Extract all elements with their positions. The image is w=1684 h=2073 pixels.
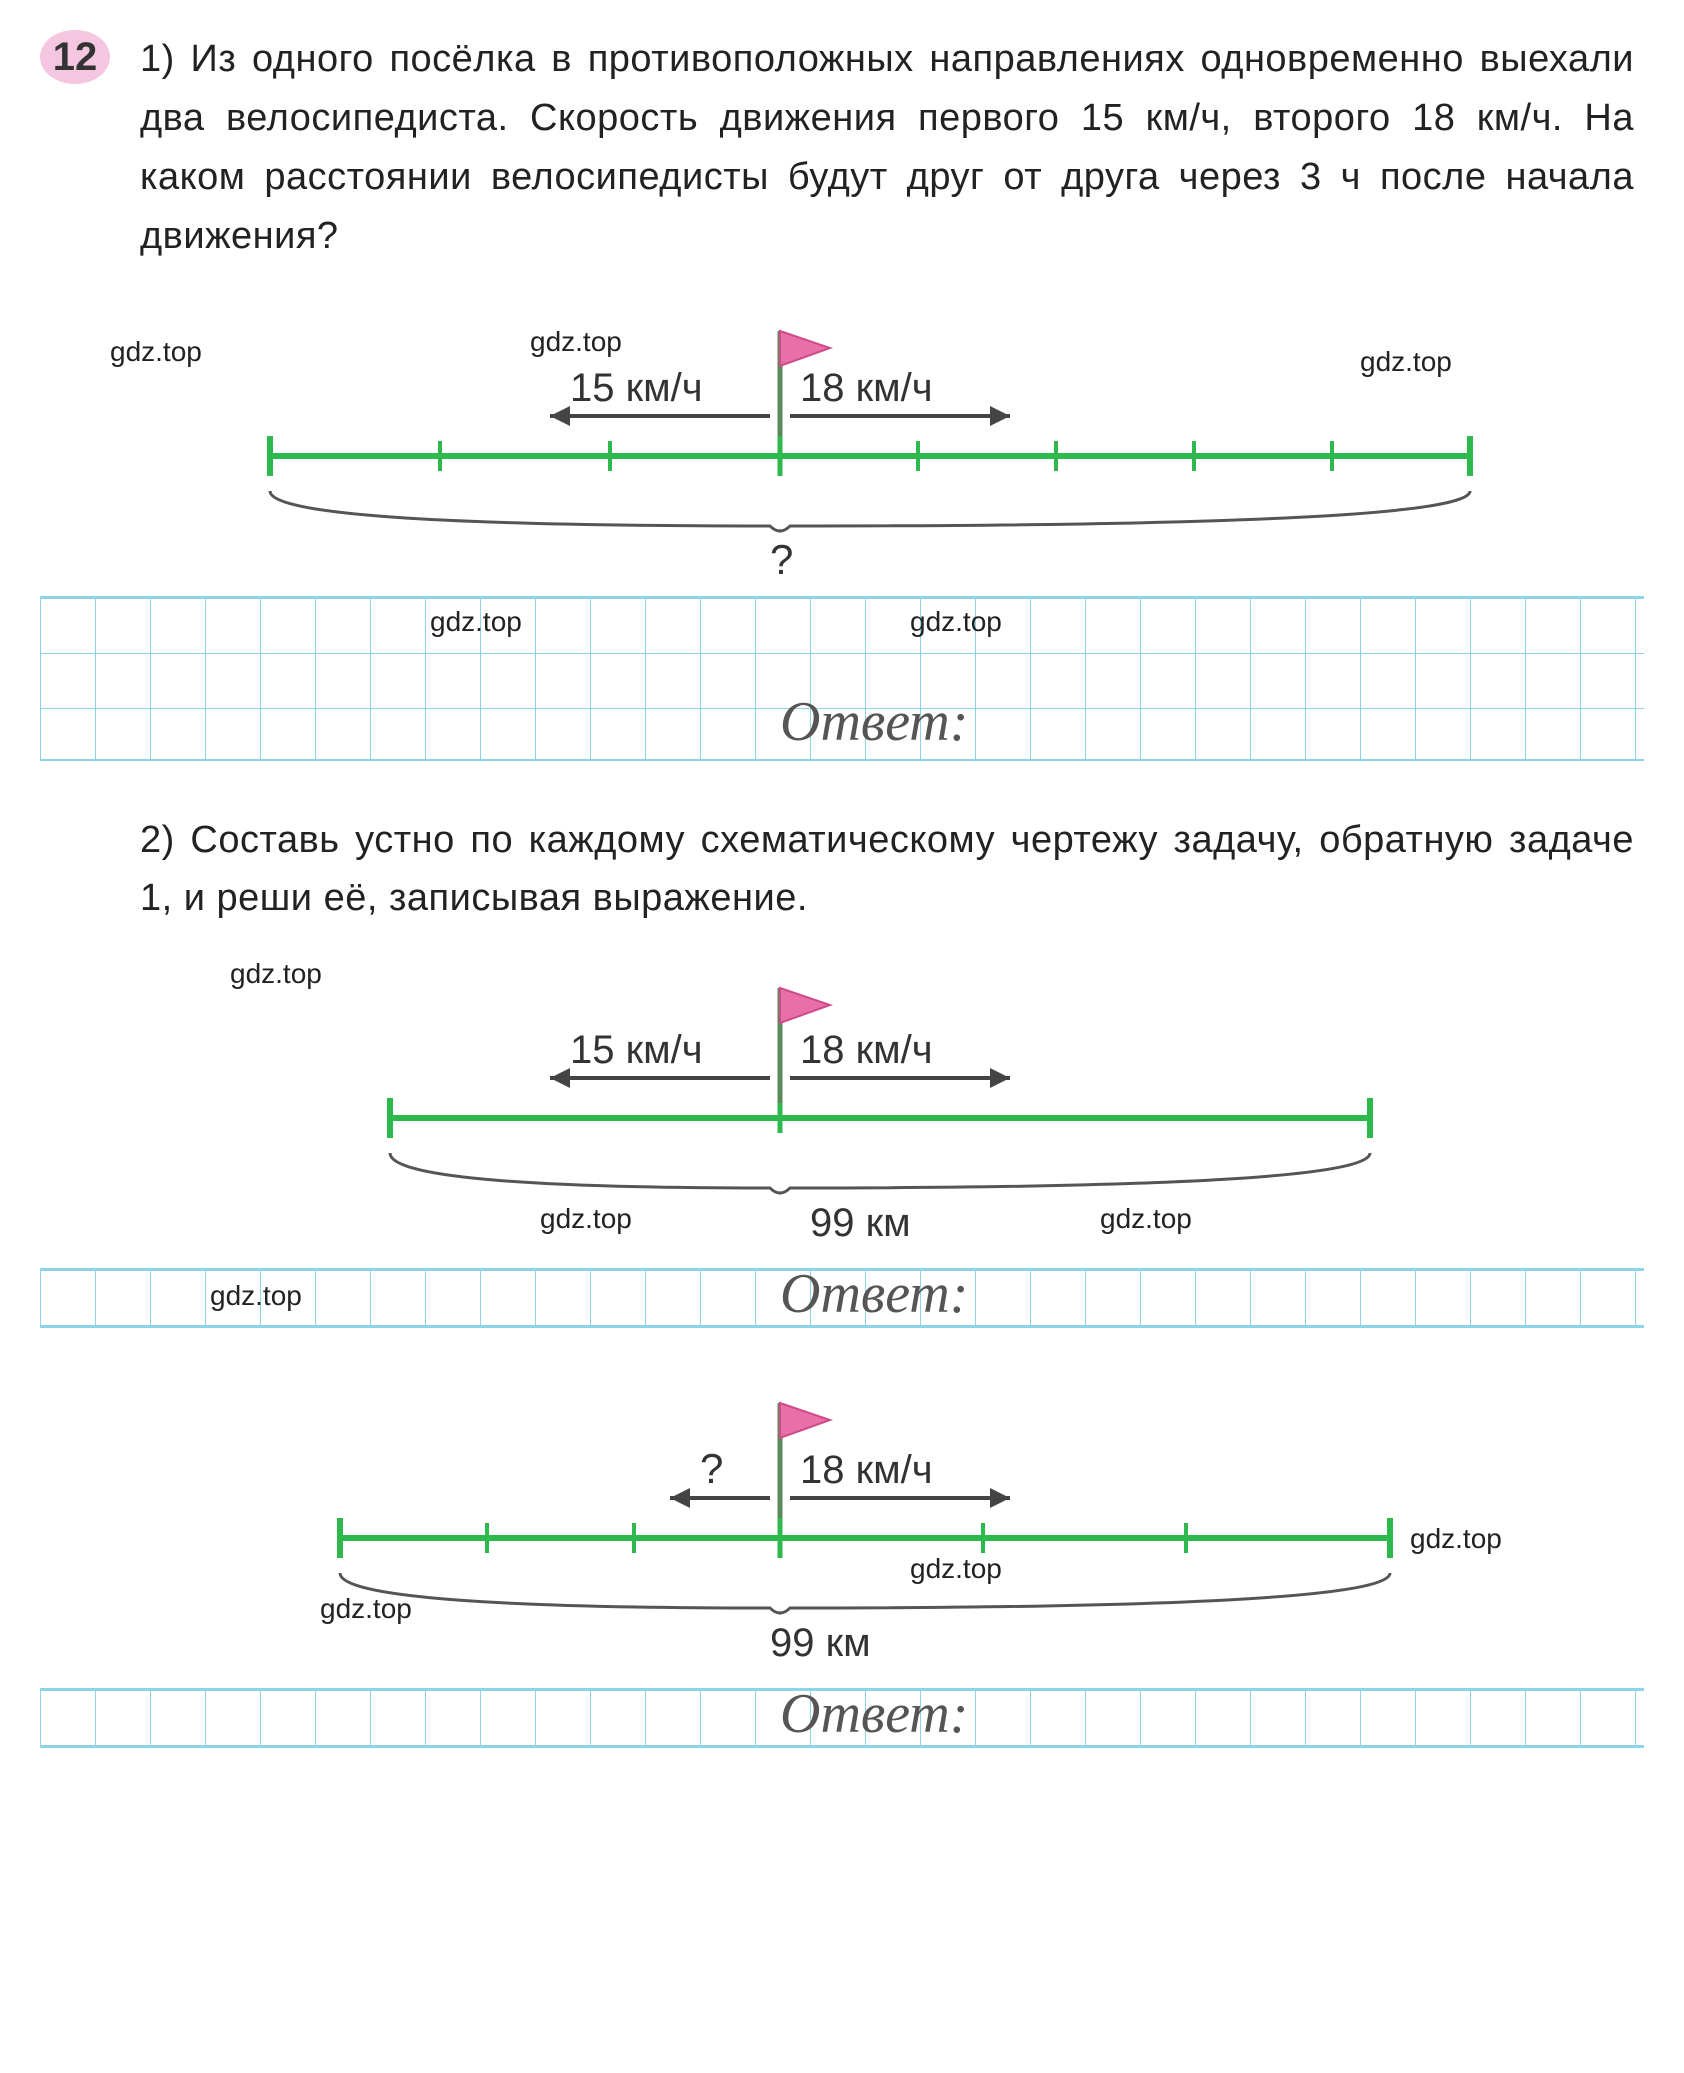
diagram-2b-svg: ? 18 км/ч 99 км <box>40 1378 1640 1668</box>
problem-1-row: 12 1) Из одного посёлка в противоположны… <box>40 30 1644 266</box>
answer-grid-2b[interactable]: Ответ: <box>40 1688 1644 1748</box>
speed-left-1: 15 км/ч <box>570 366 703 410</box>
watermark: gdz.top <box>210 1280 302 1312</box>
speed-right-1: 18 км/ч <box>800 366 933 410</box>
answer-grid-2a[interactable]: gdz.top Ответ: <box>40 1268 1644 1328</box>
part1-label: 1) <box>140 38 175 80</box>
speed-right-2a: 18 км/ч <box>800 1028 933 1072</box>
speed-right-2b: 18 км/ч <box>800 1448 933 1492</box>
diagram-2b: gdz.top gdz.top gdz.top ? 18 км/ч 99 км <box>40 1378 1644 1668</box>
speed-left-2a: 15 км/ч <box>570 1028 703 1072</box>
problem-2-row: 2) Составь устно по каждому схематическо… <box>40 811 1644 929</box>
answer-label-1: Ответ: <box>780 690 968 754</box>
part2-body: Составь устно по каждому схематическому … <box>140 819 1634 920</box>
watermark: gdz.top <box>430 606 522 638</box>
bottom-label-1: ? <box>770 536 793 576</box>
part1-body: Из одного посёлка в противоположных напр… <box>140 38 1634 257</box>
bottom-label-2a: 99 км <box>810 1201 911 1245</box>
bottom-label-2b: 99 км <box>770 1621 871 1665</box>
diagram-2a-svg: 15 км/ч 18 км/ч 99 км <box>40 958 1640 1248</box>
problem-2-text: 2) Составь устно по каждому схематическо… <box>140 811 1644 929</box>
diagram-1-svg: 15 км/ч 18 км/ч ? <box>40 296 1640 576</box>
answer-label-2a: Ответ: <box>780 1262 968 1326</box>
diagram-1: gdz.top gdz.top gdz.top 15 км/ч 18 км/ч … <box>40 296 1644 576</box>
diagram-2a: gdz.top gdz.top gdz.top 15 км/ч 18 км/ч … <box>40 958 1644 1248</box>
exercise-badge: 12 <box>40 30 110 84</box>
speed-left-2b: ? <box>700 1445 723 1492</box>
watermark: gdz.top <box>910 606 1002 638</box>
part2-label: 2) <box>140 819 175 861</box>
answer-label-2b: Ответ: <box>780 1682 968 1746</box>
problem-1-text: 1) Из одного посёлка в противоположных н… <box>140 30 1644 266</box>
answer-grid-1[interactable]: gdz.top gdz.top Ответ: <box>40 596 1644 761</box>
